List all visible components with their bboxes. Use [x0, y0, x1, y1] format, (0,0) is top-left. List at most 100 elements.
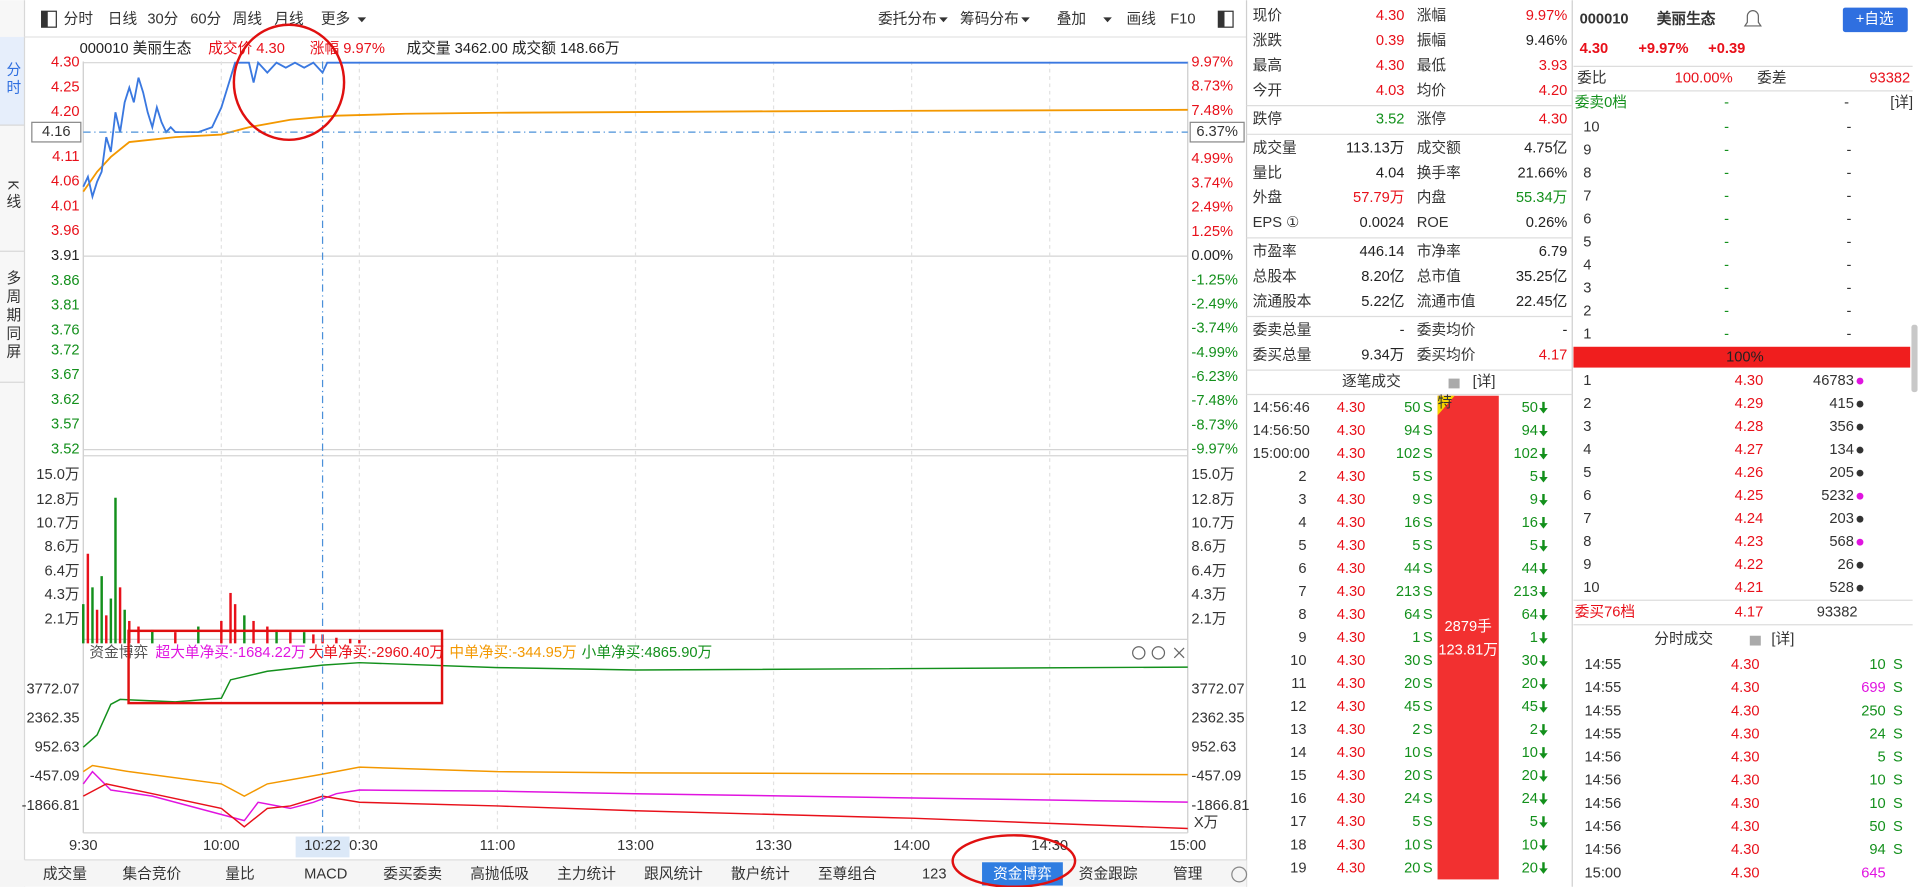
level-volume: 415 — [1829, 396, 1854, 412]
toolbar-item[interactable]: 月线 — [274, 11, 304, 28]
trade-price: 4.30 — [1337, 423, 1366, 439]
sidebar-tab[interactable]: 分时 — [4, 61, 20, 98]
toolbar-item[interactable]: 日线 — [108, 11, 138, 28]
trade-side: S — [1423, 745, 1433, 761]
trade-volume: 102 — [1513, 446, 1538, 462]
trade-volume: 20 — [1522, 676, 1538, 692]
toolbar-item[interactable]: 30分 — [147, 11, 178, 28]
trade-time: 14:56:50 — [1253, 423, 1310, 439]
level-volume: - — [1847, 281, 1852, 297]
detail-link[interactable]: [详] — [1890, 94, 1913, 111]
level-price: 4.21 — [1735, 580, 1764, 596]
level: 9 — [1583, 557, 1591, 573]
trade-volume: 699 — [1861, 680, 1886, 696]
trade-side: S — [1893, 842, 1903, 858]
detail-link[interactable]: [详] — [1473, 373, 1496, 390]
down-arrow — [1539, 770, 1548, 782]
trade-volume: 1 — [1530, 630, 1538, 646]
bottom-tab[interactable]: 123 — [922, 866, 947, 882]
toolbar-item[interactable]: 筹码分布 — [960, 11, 1019, 28]
trade-volume: 44 — [1404, 561, 1420, 577]
trade-price: 4.30 — [1337, 538, 1366, 554]
toolbar-item[interactable]: 周线 — [233, 11, 263, 28]
trade-index: 4 — [1298, 515, 1306, 531]
level-price: - — [1724, 212, 1729, 228]
sell-head: - — [1724, 95, 1729, 111]
detail-link[interactable]: [详] — [1771, 630, 1794, 647]
level-volume: - — [1847, 258, 1852, 274]
sidebar-tab[interactable]: 多周期同屏 — [4, 270, 20, 362]
pct-tick-label: -7.48% — [1191, 393, 1238, 409]
toolbar-icon-part — [1218, 11, 1225, 28]
trade-volume: 10 — [1869, 657, 1885, 673]
quote-label: EPS ① — [1253, 215, 1300, 231]
quote-label: 跌停 — [1253, 111, 1282, 128]
add-button-label[interactable]: +自选 — [1856, 11, 1894, 28]
trade-volume: 30 — [1404, 653, 1420, 669]
toolbar-item[interactable]: 60分 — [190, 11, 221, 28]
quote-label: 流通市值 — [1417, 293, 1476, 310]
bottom-tab[interactable]: 主力统计 — [557, 865, 616, 882]
toolbar-item[interactable]: 叠加 — [1057, 11, 1086, 28]
bottom-tab[interactable]: 管理 — [1173, 865, 1203, 882]
scroll-icon[interactable] — [1231, 866, 1248, 883]
trade-volume: 213 — [1396, 584, 1421, 600]
settings-icon[interactable] — [1132, 646, 1146, 660]
quote-value: 9.97% — [1526, 8, 1568, 24]
quote-value: 0.39 — [1376, 33, 1405, 49]
bottom-tab[interactable]: 集合竞价 — [122, 864, 181, 882]
bottom-tab[interactable]: 至尊组合 — [818, 865, 877, 882]
toolbar-item[interactable]: F10 — [1170, 12, 1195, 28]
trade-side: S — [1423, 653, 1433, 669]
volume-bar — [86, 553, 90, 644]
level-price: 4.29 — [1735, 396, 1764, 412]
trade-price: 4.30 — [1337, 469, 1366, 485]
y-tick-label: 4.25 — [51, 79, 80, 95]
trade-volume: 5 — [1412, 538, 1420, 554]
quote-label: 内盘 — [1417, 188, 1447, 206]
level-volume: - — [1847, 304, 1852, 320]
toolbar-item[interactable]: 分时 — [64, 11, 94, 28]
trade-index: 13 — [1290, 722, 1306, 738]
level-volume: 356 — [1829, 419, 1854, 435]
sidebar-tab[interactable]: K线 — [4, 180, 20, 212]
add-button[interactable] — [1842, 7, 1908, 33]
level-volume: - — [1847, 189, 1852, 205]
trade-side: S — [1423, 469, 1433, 485]
bottom-tab[interactable]: 成交量 — [43, 864, 87, 882]
trade-price: 4.30 — [1337, 492, 1366, 508]
volume-tick-label: 6.4万 — [1191, 564, 1226, 580]
scrollbar-thumb[interactable] — [1911, 324, 1918, 393]
trade-volume: 5 — [1412, 469, 1420, 485]
quote-value: 4.17 — [1539, 347, 1568, 363]
quote-value: 6.79 — [1539, 244, 1568, 260]
down-arrow — [1539, 747, 1548, 759]
bottom-tab[interactable]: 跟风统计 — [644, 865, 703, 882]
volume-bar — [197, 626, 200, 644]
toolbar-item[interactable]: 画线 — [1127, 11, 1157, 28]
bottom-tab[interactable]: 资金博弈 — [993, 865, 1052, 882]
level-volume: 5232 — [1821, 488, 1854, 504]
bottom-tab[interactable]: 资金跟踪 — [1079, 865, 1138, 882]
level-price: 4.22 — [1735, 557, 1764, 573]
close-icon[interactable] — [1173, 647, 1185, 659]
book-value: 100.00% — [1675, 70, 1733, 86]
trade-price: 4.30 — [1731, 657, 1760, 673]
trade-volume: 10 — [1869, 773, 1885, 789]
bottom-tab[interactable]: 委买委卖 — [383, 865, 442, 882]
bottom-tab[interactable]: 散户统计 — [731, 865, 790, 882]
bottom-tab[interactable]: 量比 — [225, 865, 254, 882]
bottom-tab[interactable]: 高抛低吸 — [470, 865, 529, 882]
lock-icon — [1448, 378, 1460, 389]
trade-index: 10 — [1290, 653, 1306, 669]
volume-tick-label: 10.7万 — [36, 515, 79, 531]
toolbar-item[interactable]: 更多 — [321, 11, 350, 28]
pct-tick-label: 4.99% — [1191, 151, 1233, 167]
quote-value: 4.04 — [1376, 165, 1405, 181]
quote-label: 涨幅 — [1417, 7, 1446, 24]
toolbar-item[interactable]: 委托分布 — [878, 11, 937, 28]
help-icon[interactable] — [1151, 646, 1166, 660]
bottom-tab[interactable]: MACD — [304, 866, 347, 882]
buy-foot: 93382 — [1817, 604, 1858, 620]
